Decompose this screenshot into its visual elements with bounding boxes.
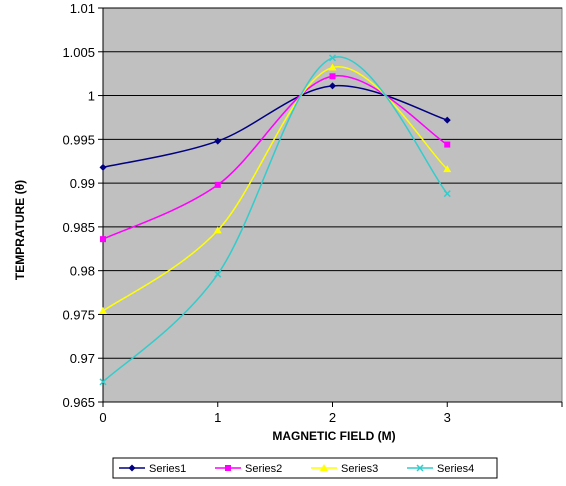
data-point-series3-0: [99, 306, 107, 314]
marker-stroke: [214, 270, 222, 278]
y-tick-label: 1.005: [62, 45, 95, 60]
legend-label-series4: Series4: [437, 463, 474, 475]
x-tick-label: 2: [329, 410, 336, 425]
data-point-series2-3: [444, 141, 451, 148]
series-series4: [99, 54, 451, 386]
y-axis-title: TEMPRATURE (θ): [13, 180, 27, 280]
y-tick-label: 0.985: [62, 220, 95, 235]
legend-item-series3: Series3: [311, 463, 378, 475]
y-tick-label: 0.995: [62, 132, 95, 147]
data-point-series4-3: [443, 190, 451, 198]
legend-label-series3: Series3: [341, 463, 378, 475]
series-line-series3: [102, 66, 448, 312]
x-tick-label: 0: [99, 410, 106, 425]
legend-item-series1: Series1: [119, 463, 186, 475]
data-point-series1-0: [99, 163, 107, 171]
series-series3: [99, 63, 452, 314]
marker-stroke: [328, 54, 337, 62]
series-line-series2: [102, 75, 448, 240]
y-tick-label: 0.975: [62, 307, 95, 322]
data-point-series2-2: [329, 73, 336, 80]
legend-item-series2: Series2: [215, 463, 282, 475]
y-tick-label: 0.965: [62, 395, 95, 410]
data-point-series2-1: [214, 181, 221, 188]
series-series2: [100, 73, 451, 243]
marker-stroke: [443, 190, 451, 198]
data-point-series3-1: [213, 226, 222, 234]
y-tick-label: 0.97: [70, 351, 95, 366]
legend-label-series1: Series1: [149, 463, 186, 475]
y-tick-label: 1: [88, 89, 95, 104]
series-series1: [99, 82, 451, 171]
data-point-series4-0: [99, 378, 107, 386]
legend-marker-series3: [320, 464, 328, 471]
legend-marker-series2: [225, 465, 231, 471]
legend-box: [112, 457, 498, 479]
data-point-series4-2: [328, 54, 337, 62]
data-point-series1-2: [329, 82, 336, 90]
legend-label-series2: Series2: [245, 463, 282, 475]
y-tick-label: 0.99: [70, 176, 95, 191]
data-point-series1-1: [214, 137, 222, 145]
marker-stroke: [416, 464, 424, 472]
series-line-series4: [102, 56, 448, 383]
data-point-series2-0: [100, 236, 106, 243]
legend-marker-series1: [128, 464, 136, 472]
y-tick-label: 0.98: [70, 264, 95, 279]
legend-marker-series4: [416, 464, 424, 472]
data-point-series3-3: [443, 165, 452, 173]
data-point-series4-1: [214, 270, 222, 278]
y-tick-label: 1.01: [70, 1, 95, 16]
series-line-series1: [102, 85, 448, 169]
marker-stroke: [99, 378, 107, 386]
data-point-series1-3: [443, 116, 451, 124]
legend: Series1 Series2 Series3 Series4: [112, 457, 498, 479]
x-tick-label: 1: [214, 410, 221, 425]
x-tick-label: 3: [444, 410, 451, 425]
x-axis-title: MAGNETIC FIELD (M): [272, 429, 395, 443]
data-point-series3-2: [328, 63, 337, 71]
legend-item-series4: Series4: [407, 463, 474, 475]
